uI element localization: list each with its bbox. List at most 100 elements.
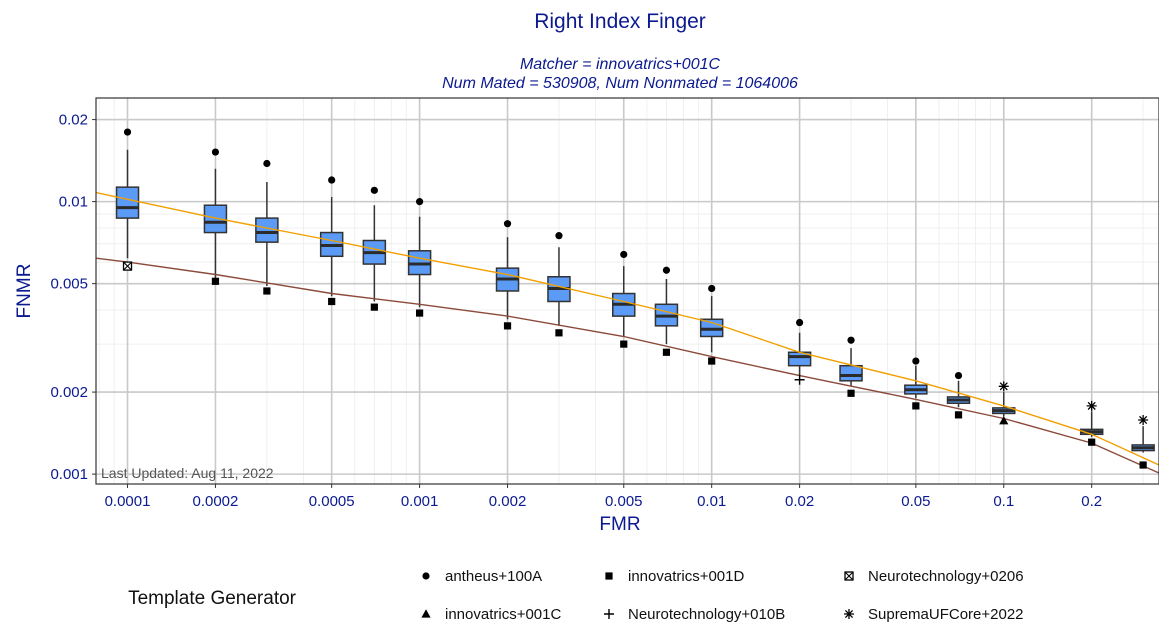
chart-subtitle-counts: Num Mated = 530908, Num Nonmated = 10640… xyxy=(442,75,798,92)
point-circle xyxy=(954,371,963,380)
point-circle-glyph xyxy=(123,128,132,136)
legend-item: innovatrics+001D xyxy=(605,568,744,585)
point-circle xyxy=(370,186,378,194)
panel-background xyxy=(96,98,1159,484)
point-square xyxy=(328,297,336,306)
y-tick-label: 0.001 xyxy=(50,466,88,483)
boxplots xyxy=(115,149,1155,453)
point-asterisk xyxy=(998,381,1009,392)
point-circle xyxy=(847,336,855,344)
point-circle xyxy=(796,318,804,327)
x-axis-label: FMR xyxy=(599,514,640,535)
point-square xyxy=(370,303,378,311)
legend-key-circle xyxy=(422,572,430,580)
panel-border xyxy=(95,97,1159,485)
point-triangle-glyph xyxy=(999,415,1009,425)
point-circle-glyph xyxy=(263,159,271,168)
legend-key-circle-glyph xyxy=(422,572,430,580)
legend-item-label: innovatrics+001C xyxy=(445,606,561,623)
point-circle xyxy=(263,159,271,168)
point-square xyxy=(503,322,512,330)
point-circle xyxy=(912,357,920,365)
point-triangle xyxy=(999,415,1009,425)
box-iqr xyxy=(839,364,863,382)
point-square-glyph xyxy=(370,303,378,311)
point-square-glyph xyxy=(954,411,963,419)
point-circle-glyph xyxy=(796,318,804,327)
point-plus xyxy=(794,374,805,385)
x-tick-label: 0.2 xyxy=(1081,493,1102,510)
point-circle xyxy=(415,198,424,206)
x-tick-label: 0.0002 xyxy=(192,493,238,510)
x-tick-label: 0.005 xyxy=(605,493,643,510)
y-axis-label: FNMR xyxy=(14,264,35,319)
legend-key-plus-glyph xyxy=(604,609,614,619)
point-asterisk-glyph xyxy=(1086,400,1097,411)
point-circle-glyph xyxy=(328,176,336,184)
legend-item-label: Neurotechnology+0206 xyxy=(868,568,1024,585)
point-circle xyxy=(620,250,628,259)
point-square-glyph xyxy=(328,297,336,306)
chart-subtitle-matcher: Matcher = innovatrics+001C xyxy=(520,56,721,73)
x-tick-label: 0.02 xyxy=(785,493,814,510)
x-tick-label: 0.01 xyxy=(697,493,726,510)
point-square-glyph xyxy=(1139,461,1147,469)
point-circle-glyph xyxy=(912,357,920,365)
point-circle xyxy=(662,266,671,274)
legend-key-asterisk xyxy=(844,609,854,619)
legend-item-label: innovatrics+001D xyxy=(628,568,744,585)
point-square-glyph xyxy=(912,402,920,410)
x-tick-label: 0.0001 xyxy=(105,493,151,510)
legend-item: SupremaUFCore+2022 xyxy=(844,606,1024,623)
legend-key-boxx xyxy=(844,571,854,581)
point-square-glyph xyxy=(211,277,220,285)
legend-item: Neurotechnology+010B xyxy=(604,606,785,623)
point-circle-glyph xyxy=(662,266,671,274)
legend-key-plus xyxy=(604,609,614,619)
point-circle xyxy=(123,128,132,136)
point-plus-glyph xyxy=(794,374,805,385)
legend-item: innovatrics+001C xyxy=(421,606,561,623)
point-square-glyph xyxy=(708,357,716,365)
point-circle-glyph xyxy=(503,220,512,228)
point-square xyxy=(847,389,855,397)
plot-panel: Last Updated: Aug 11, 2022 0.0001 0.0002 0.… xyxy=(50,97,1159,510)
x-tick-label: 0.001 xyxy=(401,493,439,510)
legend-item-label: antheus+100A xyxy=(445,568,542,585)
point-circle-glyph xyxy=(954,371,963,380)
box-iqr xyxy=(203,204,228,234)
point-square xyxy=(954,411,963,419)
y-tick-label: 0.02 xyxy=(59,112,88,129)
point-circle-glyph xyxy=(211,148,220,156)
point-circle-glyph xyxy=(555,232,563,240)
point-circle xyxy=(503,220,512,228)
data-points xyxy=(122,128,1149,469)
legend-key-triangle-glyph xyxy=(421,609,431,618)
legend-title: Template Generator xyxy=(128,588,297,609)
point-square xyxy=(662,348,671,356)
legend-key-boxx-glyph-x xyxy=(844,571,854,581)
reference-curve xyxy=(96,191,1159,466)
point-square-glyph xyxy=(847,389,855,397)
point-asterisk xyxy=(1138,414,1149,425)
x-tick-label: 0.002 xyxy=(489,493,527,510)
point-square-glyph xyxy=(503,322,512,330)
point-square xyxy=(1139,461,1147,469)
legend: antheus+100A innovatrics+001D Neurotechnol… xyxy=(421,568,1024,623)
y-tick-label: 0.005 xyxy=(50,276,88,293)
point-square xyxy=(555,329,563,337)
point-circle xyxy=(328,176,336,184)
point-asterisk-glyph xyxy=(1138,414,1149,425)
point-square-glyph xyxy=(555,329,563,337)
point-circle-glyph xyxy=(708,284,716,293)
x-tick-label: 0.05 xyxy=(901,493,930,510)
legend-item: antheus+100A xyxy=(422,568,542,585)
y-tick-label: 0.01 xyxy=(59,194,88,211)
point-square-glyph xyxy=(620,340,628,348)
point-square xyxy=(620,340,628,348)
point-circle xyxy=(708,284,716,293)
point-square-glyph xyxy=(662,348,671,356)
legend-item-label: SupremaUFCore+2022 xyxy=(868,606,1024,623)
legend-key-triangle xyxy=(421,609,431,618)
